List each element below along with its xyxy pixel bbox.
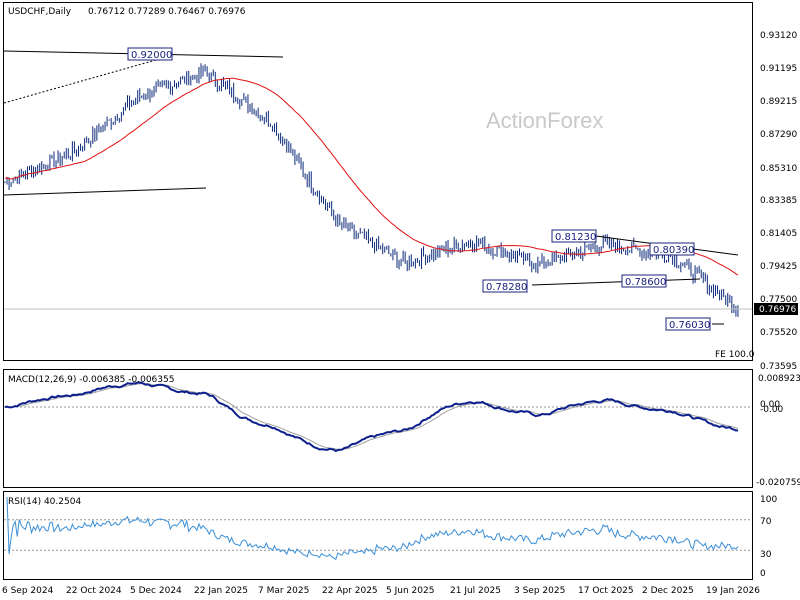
rsi-tick: 100 xyxy=(760,495,777,505)
y-tick: 0.87290 xyxy=(760,130,797,140)
y-tick: 0.85310 xyxy=(760,164,797,174)
rsi-tick: 0 xyxy=(760,569,766,579)
svg-text:0.76030: 0.76030 xyxy=(669,320,710,331)
svg-text:0.80390: 0.80390 xyxy=(653,245,694,256)
x-tick: 2 Dec 2025 xyxy=(642,586,694,596)
rsi-series-layer xyxy=(4,496,752,561)
price-panel-frame xyxy=(3,2,753,361)
y-tick: 0.93120 xyxy=(760,31,797,41)
y-tick: 0.91195 xyxy=(760,64,797,74)
rsi-line xyxy=(6,496,739,561)
x-tick: 7 Mar 2025 xyxy=(258,586,309,596)
rsi-y-axis: 100 70 30 0 xyxy=(760,495,777,579)
x-tick: 17 Oct 2025 xyxy=(578,586,634,596)
x-tick: 5 Dec 2024 xyxy=(130,586,182,596)
rsi-panel-frame xyxy=(3,491,753,580)
macd-line xyxy=(4,381,739,453)
y-tick: 0.79425 xyxy=(760,262,797,272)
y-tick: 0.77500 xyxy=(760,295,797,305)
price-y-axis: 0.93120 0.91195 0.89215 0.87290 0.85310 … xyxy=(760,31,797,372)
macd-tick: -0.00 xyxy=(760,405,784,415)
macd-tick: 0.00 xyxy=(760,400,780,410)
watermark: ActionForex xyxy=(486,108,603,133)
moving-average-line xyxy=(4,77,739,276)
current-price-marker: 0.76976 xyxy=(754,303,798,315)
macd-signal-line xyxy=(4,383,739,450)
svg-text:0.78600: 0.78600 xyxy=(625,277,666,288)
macd-tick: -0.020759 xyxy=(756,478,800,488)
annotation-0.78280: 0.78280 xyxy=(482,279,528,293)
annotation-0.76030: 0.76030 xyxy=(665,317,711,331)
ohlc-label: 0.76712 0.77289 0.76467 0.76976 xyxy=(88,7,246,17)
macd-label: MACD(12,26,9) -0.006385 -0.006355 xyxy=(8,375,174,385)
x-tick: 22 Apr 2025 xyxy=(322,586,378,596)
y-tick: 0.81405 xyxy=(760,229,797,239)
rsi-tick: 70 xyxy=(760,517,772,527)
annotation-0.81230: 0.81230 xyxy=(551,229,597,243)
x-tick: 22 Oct 2024 xyxy=(66,586,122,596)
rsi-label: RSI(14) 40.2504 xyxy=(8,497,81,507)
y-tick: 0.75520 xyxy=(760,328,797,338)
macd-tick: 0.008923 xyxy=(758,374,800,384)
y-tick: 0.83385 xyxy=(760,196,797,206)
rsi-tick: 30 xyxy=(760,550,772,560)
x-tick: 6 Sep 2024 xyxy=(2,586,54,596)
y-tick: 0.89215 xyxy=(760,97,797,107)
svg-text:0.78280: 0.78280 xyxy=(486,282,527,293)
fe-label: FE 100.0 xyxy=(715,350,755,360)
x-tick: 22 Jan 2025 xyxy=(194,586,248,596)
macd-y-axis: 0.008923 0.00 -0.00 -0.020759 xyxy=(756,374,800,488)
annotation-0.80390: 0.80390 xyxy=(649,242,695,256)
y-tick: 0.73595 xyxy=(760,362,797,372)
annotation-0.92000: 0.92000 xyxy=(127,47,173,61)
svg-text:0.81230: 0.81230 xyxy=(555,232,596,243)
svg-text:0.76976: 0.76976 xyxy=(759,305,796,315)
trendline-bottom-left xyxy=(3,187,207,196)
svg-text:0.92000: 0.92000 xyxy=(131,50,172,61)
trendline-lower-right xyxy=(531,278,701,286)
trendline-dotted xyxy=(3,55,171,104)
x-tick: 5 Jun 2025 xyxy=(386,586,434,596)
macd-series-layer xyxy=(4,381,752,453)
x-tick: 19 Jan 2026 xyxy=(706,586,760,596)
x-tick: 3 Sep 2025 xyxy=(514,586,565,596)
x-tick: 21 Jul 2025 xyxy=(450,586,501,596)
symbol-label: USDCHF,Daily xyxy=(8,7,72,17)
x-axis: 6 Sep 2024 22 Oct 2024 5 Dec 2024 22 Jan… xyxy=(2,586,760,596)
price-series-layer xyxy=(4,63,739,317)
annotation-0.78600: 0.78600 xyxy=(621,274,667,288)
macd-panel-frame xyxy=(3,369,753,488)
trendlines xyxy=(3,50,739,325)
